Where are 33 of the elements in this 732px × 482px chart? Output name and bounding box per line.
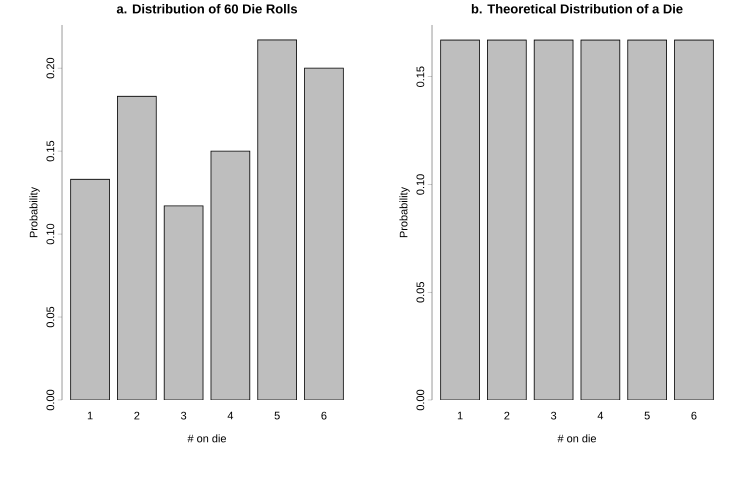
y-tick-label: 0.05 [416,282,424,302]
x-tick-label: 3 [550,412,556,420]
bar [210,150,250,400]
x-tick-label: 6 [691,412,696,420]
x-tick-label: 2 [134,412,140,420]
chart-title: b. Theoretical Distribution of a Die [472,4,683,14]
x-tick-label: 1 [88,412,93,420]
bar [117,96,157,400]
y-tick-label: 0.00 [416,390,424,410]
y-tick-label: 0.15 [416,66,424,87]
y-tick-label: 0.20 [46,58,54,78]
x-tick-label: 5 [644,412,650,420]
y-tick-label: 0.15 [46,140,54,162]
y-tick-label: 0.05 [46,306,54,328]
x-axis-title: # on die [558,434,596,442]
y-axis-title: Probability [29,186,40,238]
x-tick-label: 4 [598,412,604,420]
x-tick-label: 5 [274,412,280,420]
bar [164,205,204,400]
x-tick-label: 2 [504,412,510,420]
y-tick-label: 0.10 [416,174,424,195]
bar [70,178,110,400]
bar [257,40,297,400]
bar [304,68,344,400]
y-tick-label: 0.00 [46,390,54,410]
x-tick-label: 6 [321,412,326,420]
chart-title: a. Distribution of 60 Die Rolls [116,4,298,14]
x-axis-title: # on die [188,434,226,442]
y-tick-label: 0.10 [46,224,54,244]
x-tick-label: 3 [180,412,186,420]
x-tick-label: 1 [458,412,463,420]
x-tick-label: 4 [228,412,234,420]
y-axis-title: Probability [399,186,410,238]
